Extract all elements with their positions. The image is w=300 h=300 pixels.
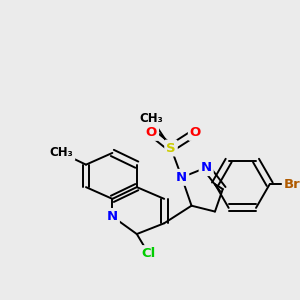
Text: CH₃: CH₃ (140, 112, 163, 125)
Text: Br: Br (284, 178, 300, 191)
Text: O: O (190, 126, 201, 139)
Text: N: N (201, 161, 212, 174)
Text: Cl: Cl (141, 247, 156, 260)
Text: N: N (176, 171, 187, 184)
Text: N: N (107, 210, 118, 223)
Text: S: S (166, 142, 176, 154)
Text: O: O (146, 126, 157, 139)
Text: CH₃: CH₃ (50, 146, 74, 159)
